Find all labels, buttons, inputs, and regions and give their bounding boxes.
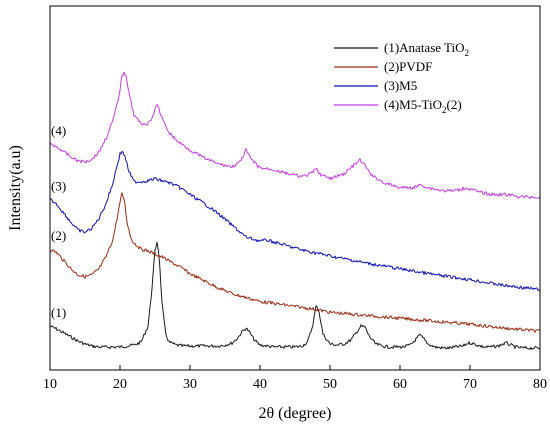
curve-labels: (1) (2) (3) (4)	[51, 123, 66, 320]
x-axis-ticks	[49, 365, 541, 370]
x-tick-label: 20	[113, 377, 127, 392]
x-tick-label: 70	[463, 377, 477, 392]
x-axis-tick-labels: 10 20 30 40 50 60 70 80	[43, 377, 547, 392]
x-tick-label: 80	[533, 377, 547, 392]
legend-label-3: (3)M5	[384, 78, 417, 93]
curve-label-1: (1)	[51, 305, 66, 320]
x-tick-label: 60	[393, 377, 407, 392]
curve-label-3: (3)	[51, 179, 66, 194]
plot-lines	[49, 71, 541, 350]
x-tick-label: 10	[43, 377, 57, 392]
y-axis-title: Intensity(a.u)	[7, 145, 24, 231]
legend-label-2: (2)PVDF	[384, 59, 432, 74]
legend: (1)Anatase TiO2(2)PVDF (3)M5 (4)M5-TiO2(2)	[334, 40, 469, 115]
plot-frame	[49, 5, 541, 371]
series-line-4	[49, 71, 541, 199]
x-tick-label: 50	[323, 377, 337, 392]
legend-label-1: (1)Anatase TiO2	[384, 40, 469, 58]
legend-label-4: (4)M5-TiO2(2)	[384, 97, 462, 115]
x-tick-label: 30	[183, 377, 197, 392]
x-tick-label: 40	[253, 377, 267, 392]
curve-label-4: (4)	[51, 123, 66, 138]
series-line-2	[49, 192, 541, 333]
series-line-1	[49, 241, 541, 350]
curve-label-2: (2)	[51, 228, 66, 243]
series-line-3	[49, 150, 541, 292]
x-axis-title: 2θ (degree)	[259, 405, 332, 422]
